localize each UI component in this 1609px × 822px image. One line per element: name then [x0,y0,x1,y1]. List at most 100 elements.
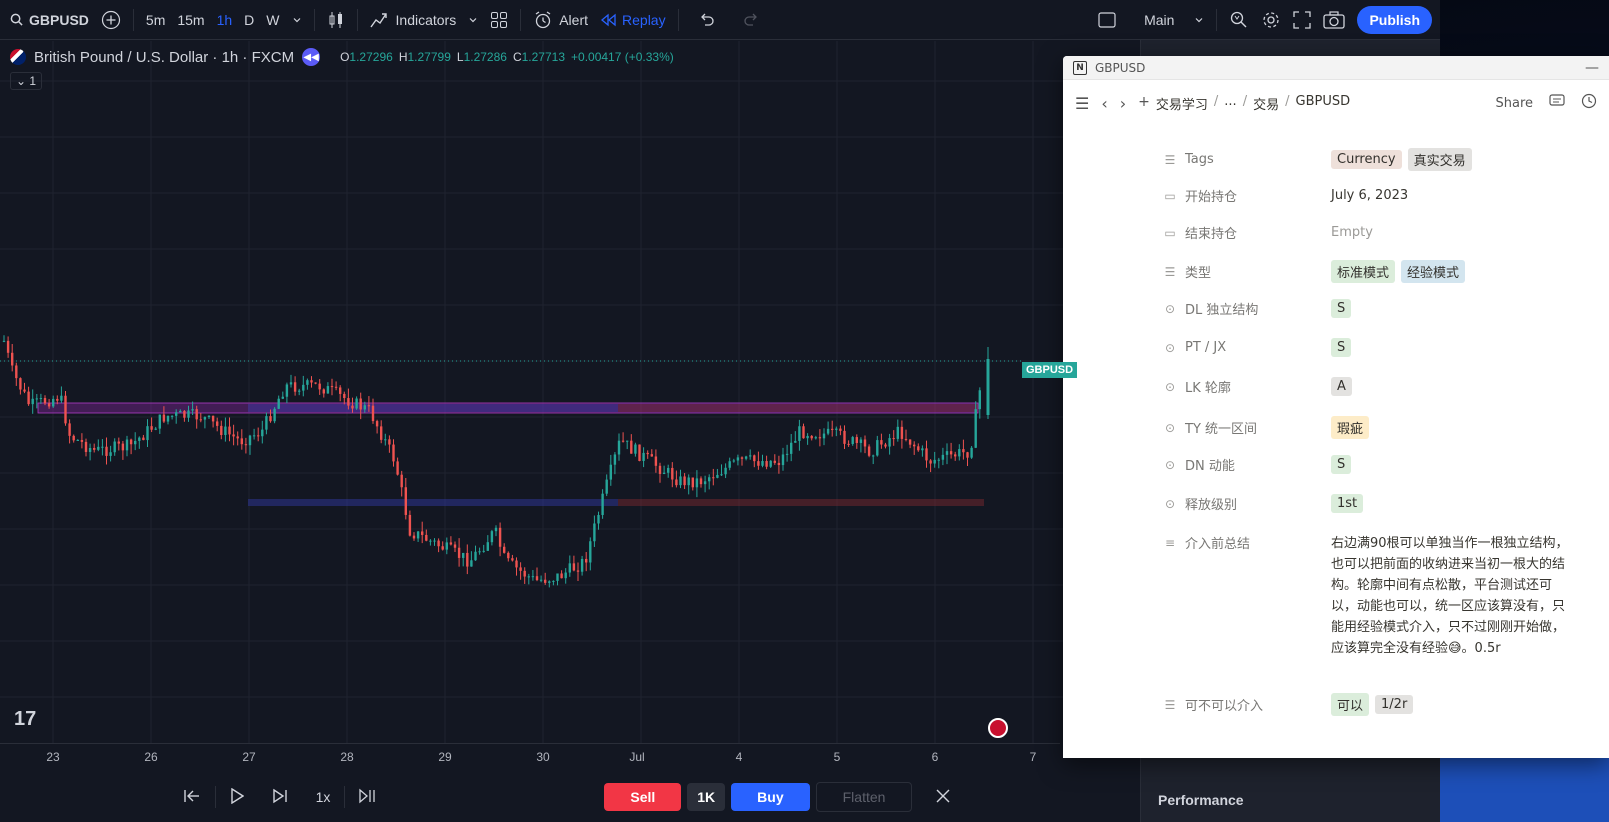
candle[interactable] [777,455,781,474]
tradingview-logo[interactable]: 17 [14,708,37,730]
property-row[interactable]: ☰ 可不可以介入 可以 1/2r [1163,693,1603,716]
candle[interactable] [244,437,248,454]
candle[interactable] [265,412,268,435]
fullscreen-button[interactable] [1287,0,1317,40]
candle[interactable] [941,447,945,466]
candle[interactable] [466,544,469,575]
redo-button[interactable] [729,0,773,40]
candle[interactable] [585,552,588,572]
candle[interactable] [580,555,584,576]
close-replay-button[interactable] [915,772,971,822]
candle[interactable] [703,475,707,493]
tag-chip[interactable]: 标准模式 [1331,260,1396,283]
property-label[interactable]: ▭ 开始持仓 [1163,186,1331,206]
property-label[interactable]: ⊙ LK 轮廓 [1163,377,1331,397]
property-row[interactable]: ☰ 类型 标准模式 经验模式 [1163,260,1603,283]
candle[interactable] [474,545,477,561]
property-row[interactable]: ≡ 介入前总结 右边满90根可以单独当作一根独立结构，也可以把前面的收纳进来当初一根… [1163,533,1603,659]
candle[interactable] [166,415,170,425]
candle[interactable] [121,440,125,460]
candle[interactable] [601,489,604,519]
candle[interactable] [248,434,252,455]
candle[interactable] [753,454,756,468]
candle[interactable] [359,392,362,420]
candle[interactable] [548,580,551,588]
layout-name[interactable]: Main [1144,11,1175,28]
candle[interactable] [113,438,116,456]
candle[interactable] [31,389,34,414]
candle[interactable] [970,446,973,459]
replay-speed-button[interactable]: 1x [315,789,331,805]
candle[interactable] [76,439,79,441]
candle[interactable] [900,420,904,449]
candle[interactable] [954,451,957,461]
candle[interactable] [170,415,174,420]
tag-chip[interactable]: A [1331,377,1352,396]
instrument-title[interactable]: British Pound / U.S. Dollar · 1h · FXCM [34,48,295,66]
candle[interactable] [56,395,59,405]
candle[interactable] [617,433,621,461]
property-label[interactable]: ☰ Tags [1163,148,1331,171]
candle[interactable] [11,344,14,372]
share-button[interactable]: Share [1495,95,1533,111]
candle[interactable] [761,454,764,468]
candle[interactable] [884,442,887,449]
candle[interactable] [310,376,313,388]
buy-button[interactable]: Buy [731,783,810,811]
candle[interactable] [498,522,502,557]
candle[interactable] [273,407,276,424]
candle[interactable] [457,538,461,567]
candle[interactable] [289,374,293,388]
price-chart[interactable] [0,41,1095,743]
candle[interactable] [609,454,612,486]
candle[interactable] [134,432,137,451]
candle[interactable] [654,449,658,473]
candle[interactable] [220,420,223,440]
candle[interactable] [749,449,752,460]
candle[interactable] [605,474,608,497]
candle[interactable] [257,427,260,442]
tag-chip[interactable]: 瑕疵 [1331,416,1370,439]
candle[interactable] [917,443,920,452]
candle[interactable] [880,433,883,449]
candle[interactable] [646,450,649,459]
candle[interactable] [691,477,694,491]
candle[interactable] [326,382,330,394]
tag-chip[interactable]: 1/2r [1375,695,1414,714]
candle[interactable] [52,395,55,408]
candle[interactable] [560,570,563,579]
interval-15m[interactable]: 15m [177,11,205,28]
property-row[interactable]: ⊙ 释放级别 1st [1163,494,1603,513]
candle[interactable] [351,397,354,413]
interval-1h[interactable]: 1h [216,11,233,28]
indicators-collapse-toggle[interactable]: ⌄ 1 [10,72,43,90]
candle[interactable] [908,439,912,449]
candle[interactable] [449,536,453,546]
candle[interactable] [339,385,342,402]
candle[interactable] [298,388,301,396]
candle[interactable] [199,412,202,423]
property-label[interactable]: ⊙ 释放级别 [1163,494,1331,514]
candle[interactable] [404,478,407,520]
property-value[interactable]: Currency 真实交易 [1331,148,1603,171]
candle[interactable] [183,410,186,422]
candle[interactable] [667,464,670,478]
candle[interactable] [568,555,571,577]
property-value[interactable]: 1st [1331,494,1603,513]
indicators-button[interactable]: Indicators [364,0,463,40]
candle[interactable] [576,562,580,582]
chart-type-button[interactable] [321,0,351,40]
zone-rectangle[interactable] [618,404,978,412]
publish-button[interactable]: Publish [1357,5,1432,34]
candle[interactable] [683,473,686,490]
candle[interactable] [228,417,231,442]
symbol-search[interactable]: GBPUSD [0,0,95,40]
candle[interactable] [638,444,641,462]
candle[interactable] [732,458,735,463]
candle[interactable] [712,468,715,486]
candle[interactable] [503,543,506,554]
candle[interactable] [384,433,387,446]
candle[interactable] [343,391,346,405]
candle[interactable] [740,456,744,466]
candle[interactable] [794,431,797,443]
